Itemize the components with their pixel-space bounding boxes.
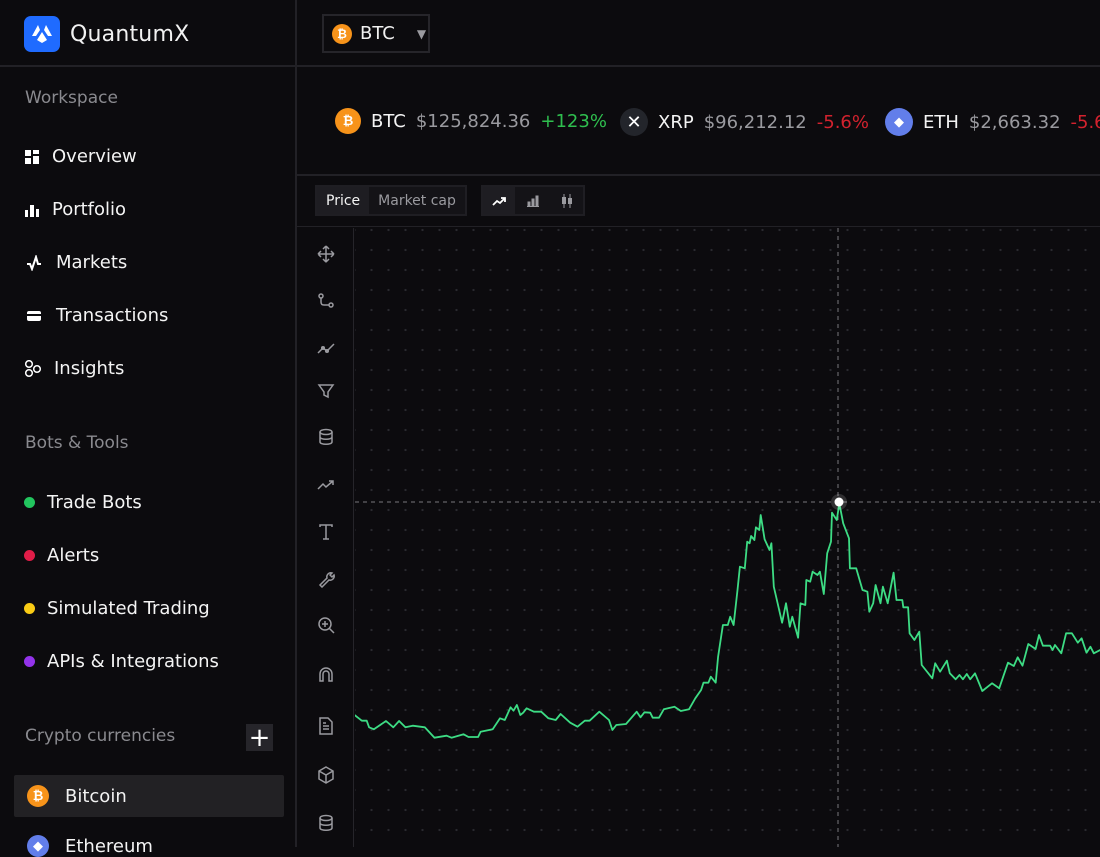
ticker-price: $96,212.12 <box>703 111 807 133</box>
filter-icon[interactable] <box>317 382 335 400</box>
candlestick-icon[interactable] <box>551 187 583 214</box>
magnet-icon[interactable] <box>317 665 335 683</box>
divider <box>0 65 297 67</box>
ticker-change: +123% <box>540 110 607 132</box>
hover-point <box>834 497 844 507</box>
pulse-icon <box>27 254 41 271</box>
zoom-in-icon[interactable] <box>317 616 335 634</box>
sidebar-item-label: Alerts <box>47 545 100 566</box>
section-workspace: Workspace <box>25 88 118 108</box>
wrench-icon[interactable] <box>317 570 335 589</box>
ethereum-icon: ◆ <box>27 835 49 857</box>
status-dot <box>24 656 35 667</box>
sidebar-item-apis[interactable]: APIs & Integrations <box>24 651 219 672</box>
ticker-btc[interactable]: ₿ BTC $125,824.36 +123% <box>335 108 607 134</box>
divider <box>297 226 1100 227</box>
card-icon <box>27 310 41 321</box>
bitcoin-icon: ₿ <box>335 108 361 134</box>
quantumx-logo-icon <box>24 16 60 52</box>
ticker-change: -5.6% <box>1070 111 1100 133</box>
trending-up-icon[interactable] <box>317 476 335 494</box>
sidebar-item-label: Markets <box>56 252 128 273</box>
drawing-toolbar <box>299 228 354 847</box>
move-icon[interactable] <box>317 245 335 263</box>
status-dot <box>24 603 35 614</box>
price-line <box>355 502 1100 739</box>
sidebar-item-insights[interactable]: Insights <box>24 358 124 379</box>
ticker-change: -5.6% <box>816 111 869 133</box>
ticker-eth[interactable]: ◆ ETH $2,663.32 -5.6% <box>885 108 1100 136</box>
chevron-down-icon: ▼ <box>416 26 427 41</box>
ticker-price: $125,824.36 <box>415 110 531 132</box>
xrp-icon: ✕ <box>620 108 648 136</box>
pair-label: BTC <box>360 23 395 44</box>
chart-svg <box>355 228 1100 847</box>
divider <box>297 65 1100 67</box>
circles-icon <box>24 359 42 377</box>
metric-tabs: Price Market cap <box>315 185 467 216</box>
ticker-symbol: BTC <box>371 110 406 132</box>
sidebar-item-label: Simulated Trading <box>47 598 210 619</box>
tab-market-cap[interactable]: Market cap <box>378 192 456 209</box>
path-icon[interactable] <box>317 292 335 310</box>
ticker-symbol: XRP <box>658 111 694 133</box>
status-dot <box>24 497 35 508</box>
database-icon[interactable] <box>317 428 335 446</box>
ticker-price: $2,663.32 <box>968 111 1061 133</box>
bar-chart-icon[interactable] <box>515 187 551 214</box>
chart-type-tabs <box>481 185 585 216</box>
sidebar-item-label: Trade Bots <box>47 492 142 513</box>
grid-icon <box>25 149 39 164</box>
sidebar-item-overview[interactable]: Overview <box>24 146 137 167</box>
section-crypto: Crypto currencies <box>25 726 176 746</box>
sidebar-item-label: Portfolio <box>52 199 127 220</box>
pair-selector[interactable]: ₿ BTC ▼ <box>322 14 430 53</box>
add-crypto-button[interactable]: + <box>246 724 273 751</box>
database-icon[interactable] <box>317 814 335 832</box>
status-dot <box>24 550 35 561</box>
divider <box>297 174 1100 176</box>
cube-icon[interactable] <box>317 766 335 784</box>
sidebar-item-label: APIs & Integrations <box>47 651 219 672</box>
sidebar-item-transactions[interactable]: Transactions <box>24 305 168 326</box>
sidebar: QuantumX Workspace Overview Portfolio Ma… <box>0 0 297 857</box>
crypto-label: Bitcoin <box>65 785 127 807</box>
bar-chart-icon <box>25 204 39 217</box>
app-name: QuantumX <box>70 21 190 47</box>
line-chart-icon[interactable] <box>483 187 515 214</box>
price-chart[interactable] <box>355 228 1100 847</box>
crypto-label: Ethereum <box>65 835 153 857</box>
crypto-item-bitcoin[interactable]: ₿ Bitcoin <box>14 775 284 817</box>
crypto-item-ethereum[interactable]: ◆ Ethereum <box>27 835 153 857</box>
ticker-symbol: ETH <box>923 111 959 133</box>
tab-price[interactable]: Price <box>317 187 370 214</box>
sidebar-item-label: Overview <box>52 146 137 167</box>
sidebar-item-label: Transactions <box>56 305 169 326</box>
trendline-icon[interactable] <box>317 339 335 357</box>
text-icon[interactable] <box>317 523 335 541</box>
sidebar-item-label: Insights <box>54 358 125 379</box>
document-icon[interactable] <box>317 717 335 735</box>
ticker-xrp[interactable]: ✕ XRP $96,212.12 -5.6% <box>620 108 869 136</box>
sidebar-item-simulated-trading[interactable]: Simulated Trading <box>24 598 210 619</box>
bitcoin-icon: ₿ <box>27 785 49 807</box>
brand[interactable]: QuantumX <box>24 16 189 52</box>
sidebar-item-alerts[interactable]: Alerts <box>24 545 99 566</box>
bitcoin-icon: ₿ <box>332 23 352 44</box>
section-bots-tools: Bots & Tools <box>25 433 129 453</box>
sidebar-item-trade-bots[interactable]: Trade Bots <box>24 492 142 513</box>
sidebar-item-portfolio[interactable]: Portfolio <box>24 199 126 220</box>
sidebar-item-markets[interactable]: Markets <box>24 252 127 273</box>
ethereum-icon: ◆ <box>885 108 913 136</box>
